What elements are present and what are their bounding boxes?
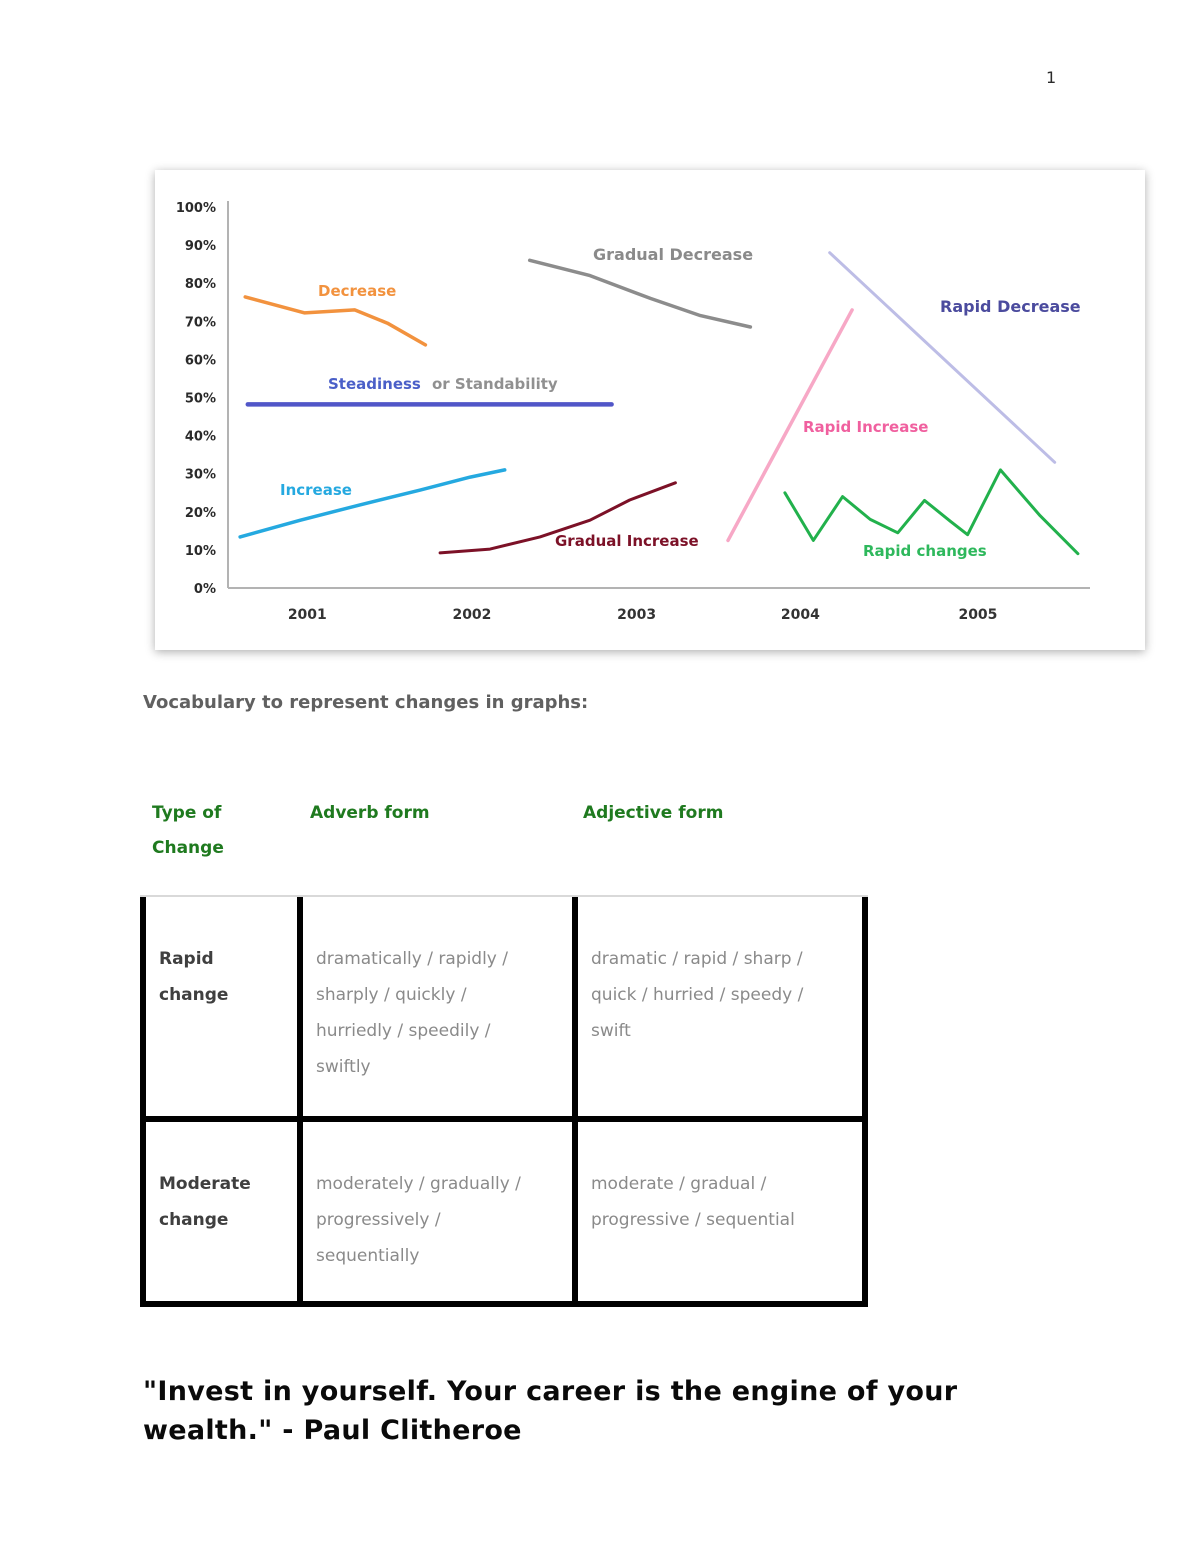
chart-label: Steadiness xyxy=(328,375,421,393)
y-tick-label: 50% xyxy=(185,392,216,407)
changes-line-chart: 100% 90% 80% 70% 60% 50% 40% 30% 20% 10% 0% 2001 200… xyxy=(176,201,1090,623)
y-tick-label: 40% xyxy=(185,430,216,445)
section-heading: Vocabulary to represent changes in graph… xyxy=(143,692,589,713)
cell-moderate-change-adverbs: moderately / gradually / progressively /… xyxy=(297,1122,572,1307)
chart-card: 100% 90% 80% 70% 60% 50% 40% 30% 20% 10% 0% 2001 200… xyxy=(155,170,1145,650)
y-tick-label: 10% xyxy=(185,544,216,559)
y-tick-label: 30% xyxy=(185,468,216,483)
x-tick-label: 2004 xyxy=(781,607,820,623)
chart-label: Rapid Increase xyxy=(803,418,928,436)
y-tick-label: 20% xyxy=(185,506,216,521)
series-line-rapid-increase xyxy=(726,308,854,543)
y-tick-label: 80% xyxy=(185,277,216,292)
chart-label: Increase xyxy=(280,481,352,499)
vocab-header-type-of-change: Type of Change xyxy=(152,803,224,858)
chart-label: Decrease xyxy=(318,282,396,300)
chart-label: or Standability xyxy=(432,375,558,393)
y-tick-label: 90% xyxy=(185,239,216,254)
x-tick-label: 2001 xyxy=(288,607,327,623)
quote-text: "Invest in yourself. Your career is the … xyxy=(143,1376,958,1446)
x-tick-label: 2003 xyxy=(617,607,656,623)
vocab-header-adjective-form: Adjective form xyxy=(583,803,724,823)
cell-rapid-change-adverbs: dramatically / rapidly / sharply / quick… xyxy=(297,897,572,1122)
table-row-rapid-change: Rapid change dramatically / rapidly / sh… xyxy=(140,897,868,1122)
cell-moderate-change-adjectives: moderate / gradual / progressive / seque… xyxy=(572,1122,868,1307)
y-tick-label: 60% xyxy=(185,353,216,368)
chart-label: Rapid changes xyxy=(863,542,987,560)
cell-moderate-change-type: Moderate change xyxy=(140,1122,297,1307)
series-line-gradual-increase xyxy=(438,481,677,555)
y-tick-label: 70% xyxy=(185,315,216,330)
y-tick-label: 100% xyxy=(176,201,216,216)
series-line-decrease xyxy=(243,295,428,347)
cell-rapid-change-adjectives: dramatic / rapid / sharp / quick / hurri… xyxy=(572,897,868,1122)
table-row-moderate-change: Moderate change moderately / gradually /… xyxy=(140,1122,868,1307)
chart-label: Gradual Increase xyxy=(555,532,699,550)
series-line-increase xyxy=(238,468,507,539)
series-line-rapid-decrease xyxy=(828,251,1057,464)
vocab-header-adverb-form: Adverb form xyxy=(310,803,430,823)
vocab-table: Rapid change dramatically / rapidly / sh… xyxy=(140,895,868,1307)
page-number: 1 xyxy=(1046,68,1057,87)
chart-label: Rapid Decrease xyxy=(940,297,1081,316)
cell-rapid-change-type: Rapid change xyxy=(140,897,297,1122)
series-line-gradual-decrease xyxy=(527,258,753,329)
series-line-rapid-changes xyxy=(783,468,1080,556)
x-tick-label: 2005 xyxy=(958,607,997,623)
y-tick-label: 0% xyxy=(194,582,216,597)
chart-label: Gradual Decrease xyxy=(593,245,753,264)
x-tick-label: 2002 xyxy=(452,607,491,623)
